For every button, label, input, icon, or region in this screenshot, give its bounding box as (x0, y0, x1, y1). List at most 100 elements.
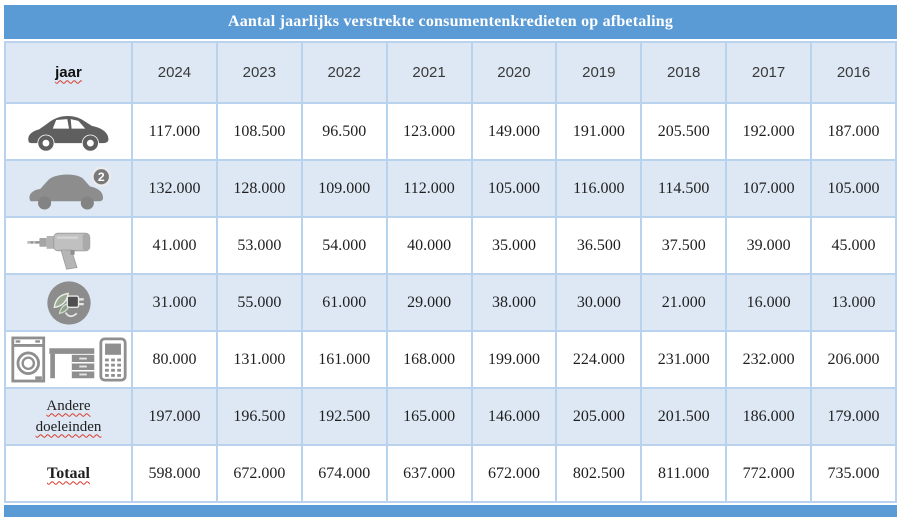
table-title-bar: Aantal jaarlijks verstrekte consumentenk… (4, 5, 897, 41)
value-cell: 206.000 (810, 330, 897, 389)
value-cell: 114.500 (640, 159, 728, 218)
value-cell: 39.000 (725, 216, 812, 275)
value-cell: 30.000 (555, 273, 643, 332)
table-row-energy: 31.000 55.000 61.000 29.000 38.000 30.00… (4, 273, 897, 332)
year-header: 2018 (640, 41, 728, 104)
value-cell: 54.000 (300, 216, 388, 275)
value-cell: 672.000 (470, 444, 558, 503)
value-cell: 37.500 (640, 216, 728, 275)
value-cell: 107.000 (725, 159, 812, 218)
table-row-drill: 41.000 53.000 54.000 40.000 35.000 36.50… (4, 216, 897, 275)
new-car-icon (7, 105, 130, 158)
value-cell: 108.500 (215, 102, 303, 161)
value-cell: 672.000 (215, 444, 303, 503)
value-cell: 165.000 (385, 387, 473, 446)
year-header: 2023 (215, 41, 303, 104)
value-cell: 201.500 (640, 387, 728, 446)
value-cell: 45.000 (810, 216, 897, 275)
value-cell: 811.000 (640, 444, 728, 503)
value-cell: 112.000 (385, 159, 473, 218)
table-row-andere-doeleinden: Andere doeleinden 197.000 196.500 192.50… (4, 387, 897, 446)
value-cell: 674.000 (300, 444, 388, 503)
value-cell: 168.000 (385, 330, 473, 389)
value-cell: 35.000 (470, 216, 558, 275)
year-header: 2019 (555, 41, 643, 104)
jaar-header-cell: jaar (4, 41, 133, 104)
year-header: 2021 (385, 41, 473, 104)
value-cell: 149.000 (470, 102, 558, 161)
value-cell: 123.000 (385, 102, 473, 161)
value-cell: 232.000 (725, 330, 812, 389)
table-row-new-car: 117.000 108.500 96.500 123.000 149.000 1… (4, 102, 897, 161)
table-row-secondhand-car: 2 132.000 128.000 109.000 112.000 105.00… (4, 159, 897, 218)
value-cell: 109.000 (300, 159, 388, 218)
value-cell: 179.000 (810, 387, 897, 446)
eco-energy-plug-icon (7, 276, 130, 329)
value-cell: 105.000 (810, 159, 897, 218)
value-cell: 41.000 (131, 216, 218, 275)
value-cell: 61.000 (300, 273, 388, 332)
value-cell: 29.000 (385, 273, 473, 332)
value-cell: 772.000 (725, 444, 812, 503)
value-cell: 13.000 (810, 273, 897, 332)
badge-2: 2 (97, 170, 104, 184)
drill-icon (7, 219, 130, 272)
table-row-totaal: Totaal 598.000 672.000 674.000 637.000 6… (4, 444, 897, 503)
value-cell: 105.000 (470, 159, 558, 218)
category-cell (4, 273, 133, 332)
value-cell: 40.000 (385, 216, 473, 275)
header-row: jaar 2024 2023 2022 2021 2020 2019 2018 … (4, 41, 897, 104)
category-cell (4, 216, 133, 275)
value-cell: 161.000 (300, 330, 388, 389)
jaar-label: jaar (55, 63, 82, 81)
secondhand-car-icon: 2 (7, 162, 130, 215)
value-cell: 38.000 (470, 273, 558, 332)
value-cell: 231.000 (640, 330, 728, 389)
value-cell: 80.000 (131, 330, 218, 389)
category-cell (4, 330, 133, 389)
value-cell: 196.500 (215, 387, 303, 446)
value-cell: 598.000 (131, 444, 218, 503)
value-cell: 36.500 (555, 216, 643, 275)
totaal-label: Totaal (47, 464, 90, 482)
value-cell: 186.000 (725, 387, 812, 446)
category-cell (4, 102, 133, 161)
value-cell: 191.000 (555, 102, 643, 161)
value-cell: 637.000 (385, 444, 473, 503)
household-appliances-icon (7, 333, 130, 386)
year-header: 2016 (810, 41, 897, 104)
year-header: 2022 (300, 41, 388, 104)
value-cell: 96.500 (300, 102, 388, 161)
category-cell: Totaal (4, 444, 133, 503)
andere-doeleinden-label: Andere doeleinden (35, 397, 102, 435)
value-cell: 187.000 (810, 102, 897, 161)
value-cell: 205.000 (555, 387, 643, 446)
year-header: 2017 (725, 41, 812, 104)
credit-table: jaar 2024 2023 2022 2021 2020 2019 2018 … (4, 41, 897, 503)
year-header: 2020 (470, 41, 558, 104)
value-cell: 224.000 (555, 330, 643, 389)
value-cell: 116.000 (555, 159, 643, 218)
table-title: Aantal jaarlijks verstrekte consumentenk… (227, 13, 674, 30)
value-cell: 132.000 (131, 159, 218, 218)
table-row-appliances: 80.000 131.000 161.000 168.000 199.000 2… (4, 330, 897, 389)
value-cell: 192.500 (300, 387, 388, 446)
value-cell: 131.000 (215, 330, 303, 389)
value-cell: 117.000 (131, 102, 218, 161)
value-cell: 55.000 (215, 273, 303, 332)
category-cell: 2 (4, 159, 133, 218)
value-cell: 128.000 (215, 159, 303, 218)
value-cell: 31.000 (131, 273, 218, 332)
value-cell: 192.000 (725, 102, 812, 161)
value-cell: 21.000 (640, 273, 728, 332)
value-cell: 199.000 (470, 330, 558, 389)
value-cell: 735.000 (810, 444, 897, 503)
value-cell: 205.500 (640, 102, 728, 161)
bottom-accent-bar (4, 505, 897, 517)
year-header: 2024 (131, 41, 218, 104)
value-cell: 146.000 (470, 387, 558, 446)
value-cell: 53.000 (215, 216, 303, 275)
value-cell: 802.500 (555, 444, 643, 503)
value-cell: 16.000 (725, 273, 812, 332)
